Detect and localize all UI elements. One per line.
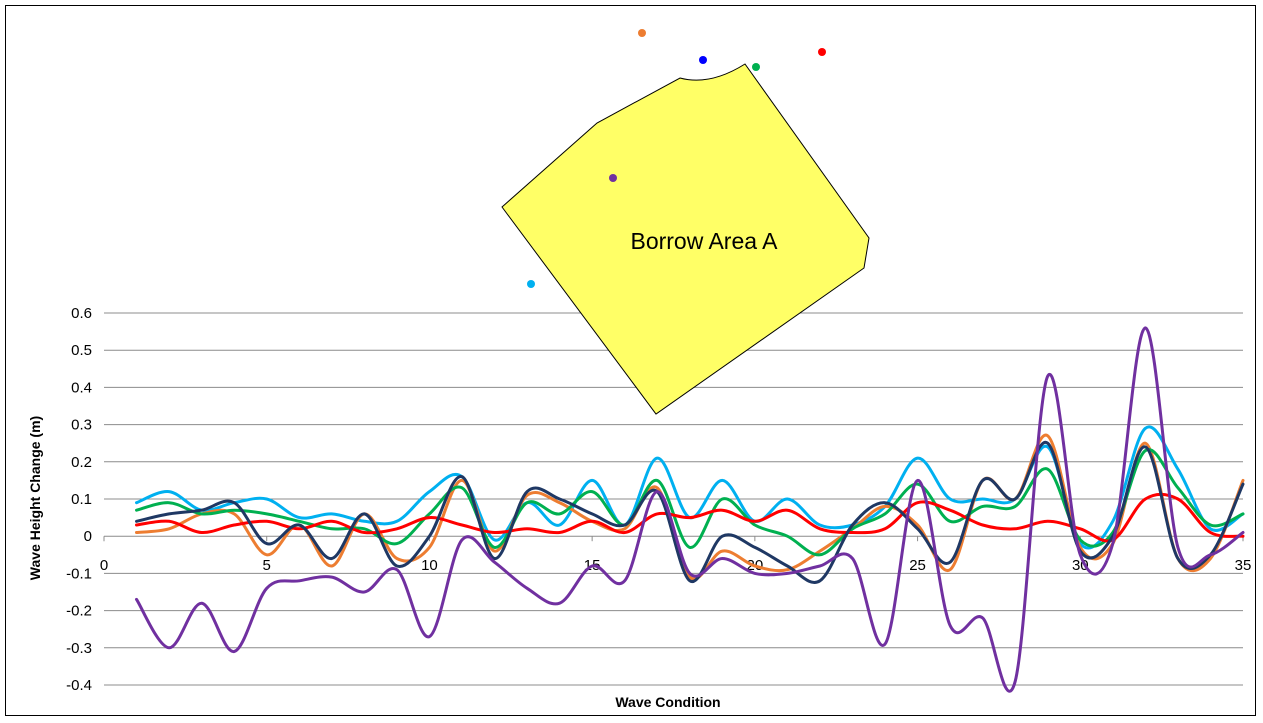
- y-axis-title: Wave Height Change (m): [27, 416, 43, 580]
- y-tick-label: -0.1: [66, 565, 92, 582]
- measurement-points: [527, 29, 826, 288]
- x-tick-label: 5: [263, 557, 271, 574]
- series-line-3: [135, 448, 1245, 557]
- series-lines: [135, 326, 1245, 693]
- y-tick-label: 0.6: [71, 305, 92, 322]
- y-tick-label: -0.2: [66, 603, 92, 620]
- y-tick-label: 0.2: [71, 454, 92, 471]
- y-tick-label: 0.5: [71, 342, 92, 359]
- y-tick-label: 0.3: [71, 417, 92, 434]
- x-tick-label: 10: [421, 557, 438, 574]
- y-tick-label: -0.3: [66, 640, 92, 657]
- y-tick-label: 0.4: [71, 379, 92, 396]
- measurement-point: [638, 29, 646, 37]
- y-tick-label: 0: [84, 528, 92, 545]
- y-tick-labels: -0.4 -0.3 -0.2 -0.1 0 0.1 0.2 0.3 0.4 0.5 0.6: [66, 305, 92, 694]
- borrow-area-label: Borrow Area A: [630, 228, 778, 254]
- borrow-area-inset: Borrow Area A: [501, 29, 870, 415]
- x-tick-label: 0: [100, 557, 108, 574]
- measurement-point: [752, 63, 760, 71]
- series-line-6: [135, 326, 1245, 693]
- y-tick-label: -0.4: [66, 677, 92, 694]
- measurement-point: [699, 56, 707, 64]
- measurement-point: [818, 48, 826, 56]
- y-tick-label: 0.1: [71, 491, 92, 508]
- x-tick-label: 25: [909, 557, 926, 574]
- x-tick-label: 35: [1235, 557, 1252, 574]
- measurement-point: [609, 174, 617, 182]
- borrow-area-shape: [501, 63, 870, 415]
- x-tick-labels: 0 5 10 15 20 25 30 35: [100, 557, 1252, 574]
- measurement-point: [527, 280, 535, 288]
- x-axis-title: Wave Condition: [615, 694, 720, 710]
- series-line-4: [135, 492, 1245, 543]
